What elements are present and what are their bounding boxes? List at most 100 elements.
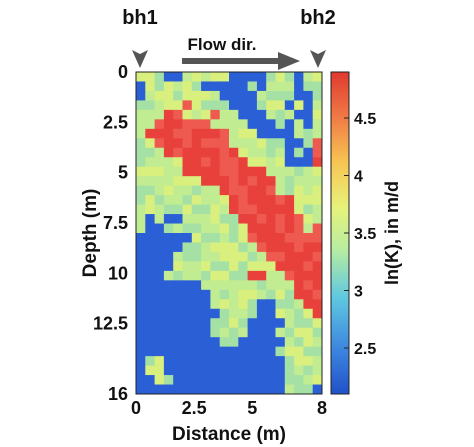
x-tick-label: 0 [131,398,141,418]
heatmap-cell [294,299,304,310]
heatmap-cell [201,166,211,177]
colorbar-tick-label: 3 [354,284,363,301]
heatmap-cell [303,299,314,310]
heatmap-cell [256,280,267,291]
heatmap-cell [238,147,248,158]
heatmap-cell [294,375,304,385]
heatmap-cell [303,233,314,243]
heatmap-cell [275,138,286,149]
heatmap-cell [284,138,295,149]
heatmap-cell [219,365,230,376]
heatmap-cell [238,166,248,177]
heatmap-cell [154,119,165,130]
heatmap-cell [256,346,267,357]
heatmap-cell [247,138,258,149]
heatmap-cell [266,176,276,187]
heatmap-cell [229,138,239,149]
heatmap-cell [173,337,183,348]
heatmap-cell [136,109,146,120]
heatmap-cell [229,356,239,366]
heatmap-cell [229,261,239,272]
heatmap-cell [303,289,314,300]
heatmap-cell [219,157,230,168]
heatmap-cell [303,308,314,319]
heatmap-cell [173,270,183,281]
heatmap-cell [210,261,221,272]
heatmap-cell [182,356,193,366]
heatmap-cell [275,223,286,234]
y-axis-ticks: 0 2.5 5 7.5 10 12.5 16 [93,62,128,404]
heatmap-cell [145,166,155,177]
heatmap-cell [145,204,155,215]
heatmap-cell [191,289,202,300]
heatmap-cell [294,128,304,139]
x-axis-ticks: 0 2.5 5 8 [131,398,327,418]
heatmap-cell [312,365,323,376]
heatmap-cell [191,261,202,272]
heatmap-cell [182,119,193,130]
heatmap-cell [191,176,202,187]
heatmap-cell [284,356,295,366]
heatmap-cell [294,81,304,92]
heatmap-cell [201,242,211,253]
heatmap-cell [136,138,146,149]
heatmap-cell [182,270,193,281]
heatmap-cell [191,365,202,376]
heatmap-cell [210,318,221,329]
heatmap-cell [238,128,248,139]
heatmap-cell [247,365,258,376]
heatmap-cell [210,109,221,120]
heatmap-cell [229,128,239,139]
heatmap-cell [275,157,286,168]
heatmap-cell [247,147,258,158]
heatmap-cell [238,223,248,234]
heatmap-cell [256,299,267,310]
heatmap-cell [312,308,323,319]
heatmap-cell [256,128,267,139]
heatmap-cell [266,81,276,92]
heatmap-cell [284,147,295,158]
heatmap-cell [163,375,174,385]
heatmap-cell [294,261,304,272]
heatmap-cell [312,128,323,139]
heatmap-cell [303,157,314,168]
heatmap-cell [182,251,193,262]
heatmap-cell [136,242,146,253]
heatmap-cell [266,270,276,281]
heatmap-cell [256,289,267,300]
heatmap-cell [136,185,146,196]
heatmap-cell [163,109,174,120]
heatmap-cell [163,185,174,196]
heatmap-cell [163,195,174,205]
heatmap-cell [163,308,174,319]
heatmap-cell [219,308,230,319]
heatmap-cell [229,223,239,234]
heatmap-cell [201,233,211,243]
heatmap-cell [247,214,258,224]
colorbar-tick-label: 3.5 [354,226,376,243]
heatmap-cell [182,242,193,253]
heatmap-cell [266,128,276,139]
heatmap-cell [191,346,202,357]
heatmap-cell [191,242,202,253]
heatmap-cell [219,270,230,281]
heatmap-cell [136,100,146,111]
heatmap-cell [182,147,193,158]
heatmap-cell [201,327,211,338]
heatmap-cell [275,214,286,224]
colorbar-tick-label: 2.5 [354,341,376,358]
heatmap-cell [182,233,193,243]
heatmap-cell [238,233,248,243]
heatmap-cell [275,280,286,291]
heatmap-cell [201,128,211,139]
heatmap-cell [247,185,258,196]
heatmap-cell [191,233,202,243]
heatmap-cell [256,337,267,348]
heatmap-cell [312,337,323,348]
heatmap-cell [219,166,230,177]
colorbar-ticks: 2.5 3 3.5 4 4.5 [344,111,376,358]
y-axis-label: Depth (m) [80,189,101,278]
heatmap-cell [238,138,248,149]
heatmap-cell [312,185,323,196]
